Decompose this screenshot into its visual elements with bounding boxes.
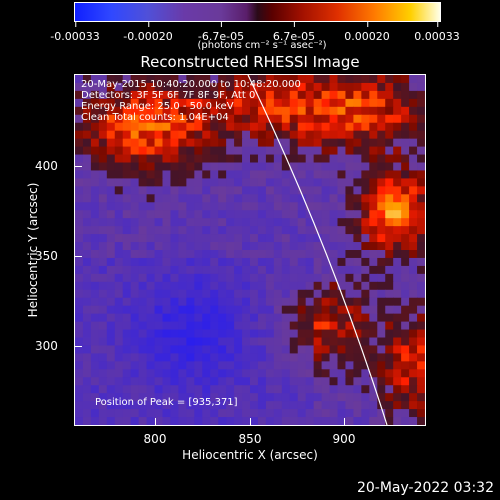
y-tick-label: 400 <box>35 159 58 173</box>
plot-title: Reconstructed RHESSI Image <box>140 53 360 71</box>
colorbar-tick-label: 0.00020 <box>344 21 390 43</box>
colorbar-tick-label: 0.00033 <box>414 21 460 43</box>
x-tick-label: 850 <box>238 432 262 446</box>
x-tick-mark <box>344 418 345 425</box>
colorbar <box>74 2 441 22</box>
x-tick-mark <box>250 418 251 425</box>
colorbar-tick-label: -0.00033 <box>50 21 100 43</box>
info-energy-range: Energy Range: 25.0 - 50.0 keV <box>81 101 234 112</box>
y-tick-mark <box>75 166 82 167</box>
colorbar-tick-label: -6.7e-05 <box>197 21 245 43</box>
heatmap-image <box>75 75 425 425</box>
info-clean-counts: Clean Total counts: 1.04E+04 <box>81 112 229 123</box>
colorbar-units: (photons cm⁻² s⁻¹ asec⁻²) <box>197 40 327 51</box>
y-axis-label: Heliocentric Y (arcsec) <box>26 182 40 318</box>
x-tick-mark <box>155 418 156 425</box>
peak-position-label: Position of Peak = [935,371] <box>95 397 238 408</box>
image-plot-area[interactable]: 20-May-2015 10:40:20.000 to 10:48:20.000… <box>74 74 426 426</box>
y-tick-label: 350 <box>35 249 58 263</box>
x-tick-label: 900 <box>332 432 356 446</box>
render-timestamp: 20-May-2022 03:32 <box>356 480 494 496</box>
info-time-range: 20-May-2015 10:40:20.000 to 10:48:20.000 <box>81 79 301 90</box>
solar-limb-line <box>247 75 388 425</box>
colorbar-tick-label: -0.00020 <box>123 21 173 43</box>
y-tick-label: 300 <box>35 339 58 353</box>
x-axis-label: Heliocentric X (arcsec) <box>182 448 318 462</box>
info-detectors: Detectors: 3F 5F 6F 7F 8F 9F, Att 0 <box>81 90 256 101</box>
y-tick-mark <box>75 256 82 257</box>
observation-info: 20-May-2015 10:40:20.000 to 10:48:20.000… <box>81 79 301 123</box>
x-tick-label: 800 <box>143 432 167 446</box>
y-tick-mark <box>75 346 82 347</box>
colorbar-tick-label: 6.7e-05 <box>272 21 316 43</box>
